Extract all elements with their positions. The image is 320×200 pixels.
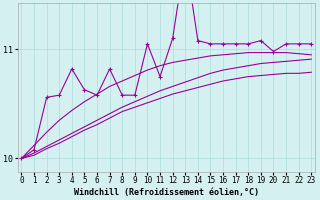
X-axis label: Windchill (Refroidissement éolien,°C): Windchill (Refroidissement éolien,°C) (74, 188, 259, 197)
